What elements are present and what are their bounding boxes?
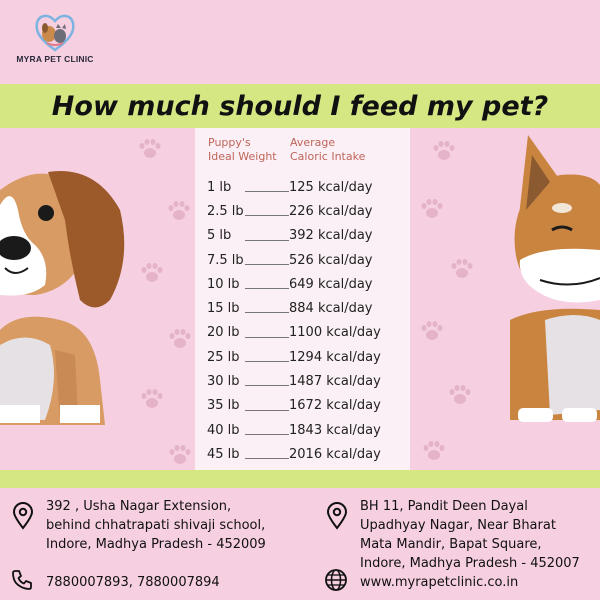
- weight-column-header: Puppy's Ideal Weight: [208, 136, 277, 164]
- paw-icon: [421, 321, 443, 340]
- leader-line: [245, 361, 289, 363]
- leader-line: [245, 336, 289, 338]
- paw-icon: [141, 263, 163, 282]
- weight-value: 2.5 lb: [207, 203, 244, 219]
- leader-line: [245, 191, 289, 192]
- leader-line: [245, 458, 289, 460]
- calorie-value: 1100 kcal/day: [289, 325, 381, 341]
- weight-value: 25 lb: [207, 349, 240, 365]
- paw-icon: [169, 329, 191, 348]
- calorie-value: 1672 kcal/day: [289, 398, 381, 414]
- paw-icon: [141, 389, 163, 408]
- leader-line: [245, 288, 289, 290]
- leader-line: [245, 215, 289, 217]
- clinic-name: MYRA PET CLINIC: [16, 54, 94, 64]
- calories-column-header: Average Caloric Intake: [290, 136, 365, 164]
- page-title: How much should I feed my pet?: [51, 90, 549, 122]
- address-line: Upadhyay Nagar, Near Bharat: [360, 518, 556, 533]
- weight-value: 10 lb: [207, 276, 240, 292]
- leader-line: [245, 409, 289, 411]
- table-rows: 1 lb 125 kcal/day 2.5 lb 226 kcal/day 5 lb…: [207, 175, 407, 467]
- weight-value: 7.5 lb: [207, 252, 244, 268]
- leader-line: [245, 263, 289, 265]
- phone-numbers[interactable]: 7880007893, 7880007894: [46, 575, 220, 590]
- leader-line: [245, 433, 289, 435]
- logo-mark-icon: [35, 14, 75, 52]
- weight-value: 1 lb: [207, 179, 232, 195]
- calorie-value: 1294 kcal/day: [289, 349, 381, 365]
- weight-header-line1: Puppy's: [208, 136, 251, 149]
- clinic-logo: MYRA PET CLINIC: [14, 12, 96, 64]
- feeding-table: Puppy's Ideal Weight Average Caloric Int…: [195, 128, 410, 470]
- weight-value: 40 lb: [207, 422, 240, 438]
- table-row: 25 lb 1294 kcal/day: [207, 345, 407, 369]
- address-primary: 392 , Usha Nagar Extension, behind chhat…: [46, 497, 306, 554]
- location-pin-icon: [12, 502, 34, 530]
- weight-header-line2: Ideal Weight: [208, 150, 277, 163]
- address-line: behind chhatrapati shivaji school,: [46, 518, 266, 533]
- paw-icon: [433, 141, 455, 160]
- weight-value: 30 lb: [207, 374, 240, 390]
- table-row: 5 lb 392 kcal/day: [207, 224, 407, 248]
- calorie-value: 1487 kcal/day: [289, 374, 381, 390]
- calorie-value: 649 kcal/day: [289, 276, 373, 292]
- location-pin-icon: [326, 502, 348, 530]
- weight-value: 35 lb: [207, 398, 240, 414]
- weight-value: 15 lb: [207, 301, 240, 317]
- paw-icon: [169, 445, 191, 464]
- website-link[interactable]: www.myrapetclinic.co.in: [360, 575, 519, 590]
- address-line: Indore, Madhya Pradesh - 452009: [46, 537, 266, 552]
- paw-icon: [139, 139, 161, 158]
- calories-header-line2: Caloric Intake: [290, 150, 366, 163]
- paw-icon: [168, 201, 190, 220]
- weight-value: 20 lb: [207, 325, 240, 341]
- table-row: 15 lb 884 kcal/day: [207, 296, 407, 320]
- beagle-illustration: [0, 171, 125, 425]
- weight-value: 5 lb: [207, 228, 232, 244]
- shiba-illustration: [510, 135, 600, 422]
- paw-icon: [451, 259, 473, 278]
- calorie-value: 125 kcal/day: [289, 179, 373, 195]
- table-row: 35 lb 1672 kcal/day: [207, 394, 407, 418]
- table-row: 7.5 lb 526 kcal/day: [207, 248, 407, 272]
- calorie-value: 526 kcal/day: [289, 252, 373, 268]
- table-row: 45 lb 2016 kcal/day: [207, 442, 407, 466]
- table-row: 30 lb 1487 kcal/day: [207, 369, 407, 393]
- calorie-value: 1843 kcal/day: [289, 422, 381, 438]
- address-secondary: BH 11, Pandit Deen Dayal Upadhyay Nagar,…: [360, 497, 595, 573]
- phone-icon: [12, 570, 32, 590]
- calorie-value: 392 kcal/day: [289, 228, 373, 244]
- weight-value: 45 lb: [207, 446, 240, 462]
- leader-line: [245, 312, 289, 314]
- contact-footer: [0, 488, 600, 600]
- paw-icon: [421, 199, 443, 218]
- table-row: 1 lb 125 kcal/day: [207, 175, 407, 199]
- calorie-value: 226 kcal/day: [289, 203, 373, 219]
- table-row: 2.5 lb 226 kcal/day: [207, 199, 407, 223]
- calories-header-line1: Average: [290, 136, 336, 149]
- leader-line: [245, 385, 289, 387]
- address-line: Mata Mandir, Bapat Square,: [360, 537, 542, 552]
- globe-icon: [325, 569, 347, 591]
- calorie-value: 884 kcal/day: [289, 301, 373, 317]
- footer-divider: [0, 470, 600, 488]
- address-line: 392 , Usha Nagar Extension,: [46, 499, 232, 514]
- paw-icon: [423, 441, 445, 460]
- leader-line: [245, 239, 289, 241]
- paw-icon: [449, 385, 471, 404]
- table-row: 10 lb 649 kcal/day: [207, 272, 407, 296]
- address-line: Indore, Madhya Pradesh - 452007: [360, 556, 580, 571]
- table-row: 40 lb 1843 kcal/day: [207, 418, 407, 442]
- address-line: BH 11, Pandit Deen Dayal: [360, 499, 528, 514]
- title-banner: How much should I feed my pet?: [0, 84, 600, 128]
- calorie-value: 2016 kcal/day: [289, 446, 381, 462]
- table-row: 20 lb 1100 kcal/day: [207, 321, 407, 345]
